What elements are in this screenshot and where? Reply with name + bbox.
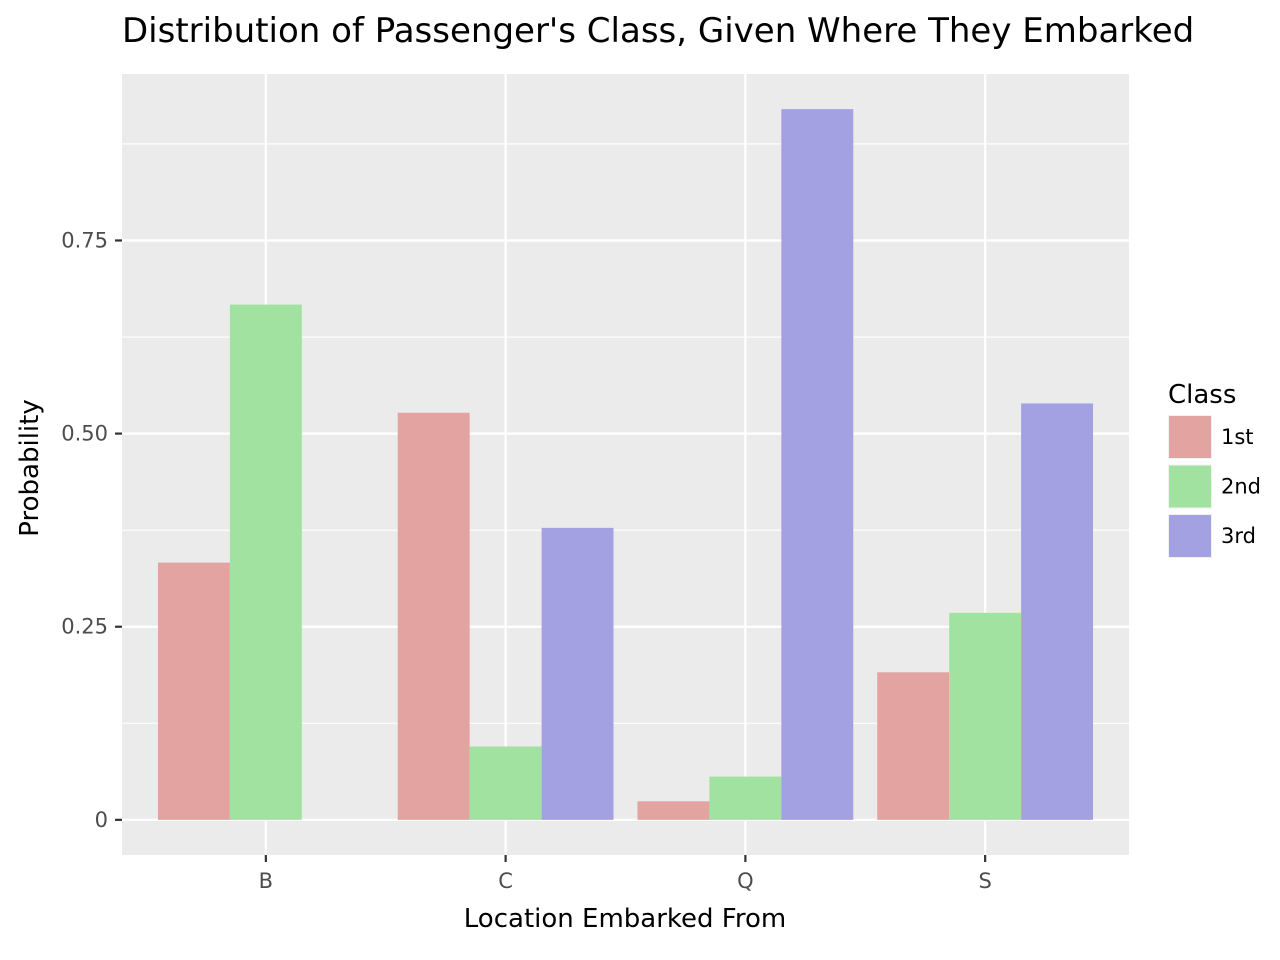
x-tick-label: S — [978, 869, 991, 893]
y-axis-title: Probability — [15, 399, 45, 536]
x-axis-title: Location Embarked From — [464, 904, 786, 934]
legend-label-1st: 1st — [1221, 425, 1254, 449]
x-tick-label: Q — [737, 869, 754, 893]
y-tick-label: 0 — [95, 808, 108, 832]
legend: Class 1st 2nd 3rd — [1168, 380, 1261, 558]
bar-2nd-S — [949, 613, 1021, 820]
y-axis: 0 0.25 0.50 0.75 — [61, 228, 122, 831]
legend-key-3rd — [1169, 515, 1211, 557]
legend-label-2nd: 2nd — [1221, 475, 1261, 499]
bar-1st-C — [398, 413, 470, 820]
bar-2nd-Q — [709, 777, 781, 820]
bar-1st-B — [158, 563, 230, 820]
legend-key-1st — [1169, 416, 1211, 458]
legend-label-3rd: 3rd — [1221, 524, 1256, 548]
bar-1st-S — [877, 672, 949, 820]
bar-3rd-Q — [781, 109, 853, 820]
bar-1st-Q — [637, 801, 709, 820]
chart-title: Distribution of Passenger's Class, Given… — [122, 11, 1194, 51]
y-tick-label: 0.75 — [61, 228, 108, 252]
bar-3rd-S — [1021, 403, 1093, 819]
bar-2nd-C — [470, 746, 542, 819]
x-tick-label: C — [498, 869, 513, 893]
legend-key-2nd — [1169, 466, 1211, 508]
legend-title: Class — [1168, 380, 1236, 410]
y-tick-label: 0.25 — [61, 615, 108, 639]
bar-3rd-C — [542, 528, 614, 820]
x-tick-label: B — [259, 869, 273, 893]
bar-2nd-B — [230, 305, 302, 820]
y-tick-label: 0.50 — [61, 422, 108, 446]
